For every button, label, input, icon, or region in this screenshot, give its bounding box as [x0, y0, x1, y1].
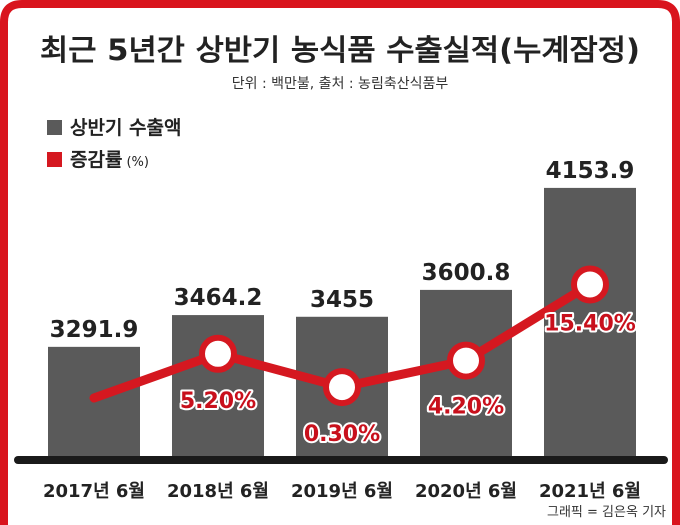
bar-value-label-4: 4153.9 [546, 158, 635, 184]
labels-layer: 3291.9 3464.2 3455 3600.8 4153.9 5.20% 0.30% 4.… [50, 158, 638, 449]
legend-bar-label: 상반기 수출액 [70, 117, 182, 139]
growth-rate-point-3 [447, 341, 485, 380]
bar-value-label-3: 3600.8 [422, 260, 511, 286]
growth-rate-label-2: 0.30% [304, 422, 380, 447]
line-layer [89, 265, 609, 407]
legend-line-unit: (%) [126, 155, 149, 170]
chart-title: 최근 5년간 상반기 농식품 수출실적(누계잠정) [40, 33, 640, 67]
chart-subtitle: 단위 : 백만불, 출처 : 농림축산식품부 [232, 76, 449, 92]
legend-line-label: 증감률 (%) [70, 149, 149, 171]
x-tick-label-2: 2019년 6월 [291, 481, 393, 502]
growth-rate-label-1: 5.20% [180, 389, 256, 414]
x-axis-ticks: 2017년 6월 2018년 6월 2019년 6월 2020년 6월 2021년 6월 [43, 481, 641, 502]
x-tick-label-3: 2020년 6월 [415, 481, 517, 502]
growth-rate-label-3: 4.20% [428, 395, 504, 420]
x-tick-label-0: 2017년 6월 [43, 481, 145, 502]
legend-line-swatch [47, 152, 62, 167]
growth-rate-point-1 [199, 334, 237, 373]
bar-4 [544, 187, 636, 457]
legend-bar-swatch [47, 120, 62, 135]
growth-rate-label-4: 15.40% [544, 311, 636, 336]
x-tick-label-4: 2021년 6월 [539, 481, 641, 502]
growth-rate-point-2 [323, 368, 361, 407]
legend-line-label-text: 증감률 [70, 149, 122, 171]
bar-value-label-0: 3291.9 [50, 317, 139, 343]
legend: 상반기 수출액 증감률 (%) [47, 117, 182, 171]
growth-rate-point-4 [571, 265, 609, 304]
x-tick-label-1: 2018년 6월 [167, 481, 269, 502]
bar-value-label-2: 3455 [310, 287, 374, 313]
bar-value-label-1: 3464.2 [174, 285, 263, 311]
graphic-credit: 그래픽 = 김은옥 기자 [547, 505, 666, 520]
